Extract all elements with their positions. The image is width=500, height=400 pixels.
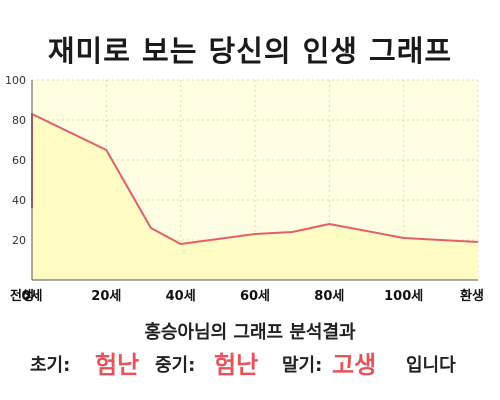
- y-tick-label-4: 100: [5, 74, 26, 87]
- series-area: [32, 114, 478, 280]
- middle-value: 험난: [214, 351, 259, 379]
- y-tick-label-1: 40: [12, 194, 26, 207]
- series-line: [31, 113, 479, 245]
- early-label: 초기:: [30, 355, 71, 376]
- x-tick-label-2: 20세: [91, 289, 121, 304]
- x-tick-label-0: 전생: [10, 288, 34, 304]
- x-tick-label-1: 0세: [21, 289, 42, 304]
- y-tick-labels: 20 40 60 80 100: [5, 74, 26, 247]
- chart-title: 재미로 보는 당신의 인생 그래프: [47, 34, 453, 68]
- late-label: 말기:: [282, 355, 323, 376]
- result-suffix: 입니다: [406, 355, 456, 376]
- early-value: 험난: [95, 351, 140, 379]
- analysis-summary: 홍승아님의 그래프 분석결과: [144, 322, 356, 343]
- x-tick-label-6: 100세: [384, 289, 423, 304]
- y-tick-label-3: 80: [12, 114, 26, 127]
- x-tick-label-3: 40세: [166, 289, 196, 304]
- analysis-result: 초기: 험난 중기: 험난 말기: 고생 입니다: [0, 345, 500, 385]
- x-tick-label-5: 80세: [314, 289, 344, 304]
- middle-label: 중기:: [155, 355, 196, 376]
- x-tick-label-4: 60세: [240, 289, 270, 304]
- y-tick-label-0: 20: [12, 234, 26, 247]
- y-tick-label-2: 60: [12, 154, 26, 167]
- x-tick-label-7: 환생: [460, 288, 484, 304]
- late-value: 고생: [332, 351, 377, 379]
